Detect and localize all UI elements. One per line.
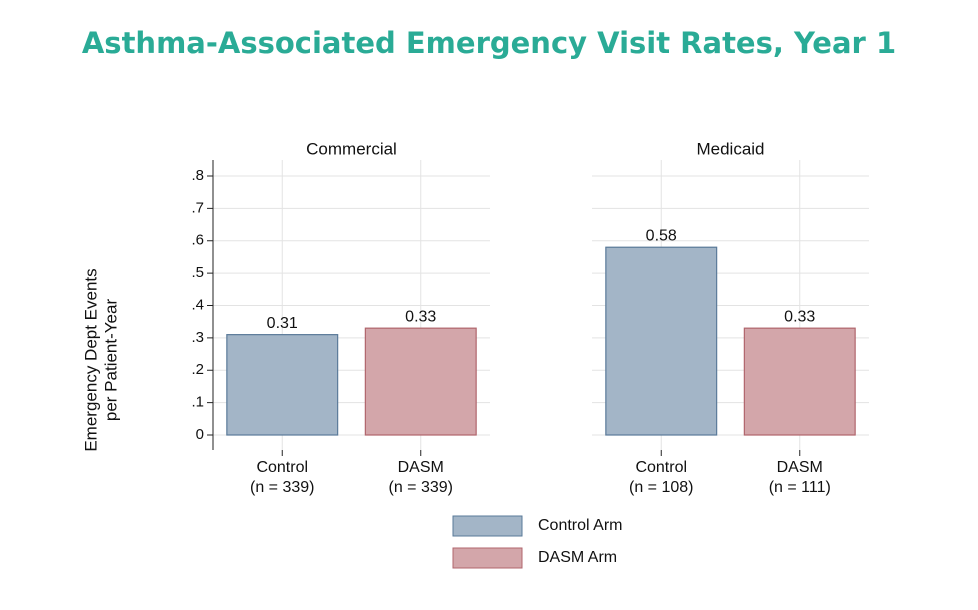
bar (364, 327, 477, 436)
value-label: 0.33 (405, 308, 436, 325)
x-tick-label: DASM (398, 459, 444, 476)
y-tick-label: .2 (191, 361, 204, 378)
y-tick-label: .3 (191, 329, 204, 346)
y-tick-label: .6 (191, 232, 204, 249)
legend-swatch (452, 547, 523, 569)
y-axis-label: Emergency Dept Events per Patient-Year (81, 268, 120, 451)
x-tick-label: Control (256, 459, 308, 476)
x-tick-label: (n = 111) (769, 479, 831, 496)
x-tick-label: (n = 339) (389, 479, 453, 496)
bar (743, 327, 856, 436)
y-tick-label: .4 (191, 296, 204, 313)
bar (605, 246, 718, 436)
y-tick-label: .5 (191, 264, 204, 281)
value-label: 0.33 (784, 308, 815, 325)
panel-title: Medicaid (696, 139, 764, 158)
y-axis-label-line: Emergency Dept Events (81, 268, 100, 451)
y-tick-label: 0 (196, 426, 204, 443)
y-tick-label: .7 (191, 199, 204, 216)
legend-label: Control Arm (538, 517, 622, 534)
x-tick-label: (n = 339) (250, 479, 314, 496)
legend-swatch (452, 515, 523, 537)
x-tick-label: Control (635, 459, 687, 476)
y-tick-label: .1 (191, 394, 204, 411)
y-tick-label: .8 (191, 167, 204, 184)
chart-title: Asthma-Associated Emergency Visit Rates,… (82, 26, 896, 60)
value-label: 0.31 (267, 315, 298, 332)
y-axis-label-line: per Patient-Year (101, 299, 120, 422)
panel-title: Commercial (306, 139, 397, 158)
x-tick-label: DASM (777, 459, 823, 476)
value-label: 0.58 (646, 227, 677, 244)
x-tick-label: (n = 108) (629, 479, 693, 496)
bar (226, 334, 339, 436)
legend-label: DASM Arm (538, 549, 617, 566)
